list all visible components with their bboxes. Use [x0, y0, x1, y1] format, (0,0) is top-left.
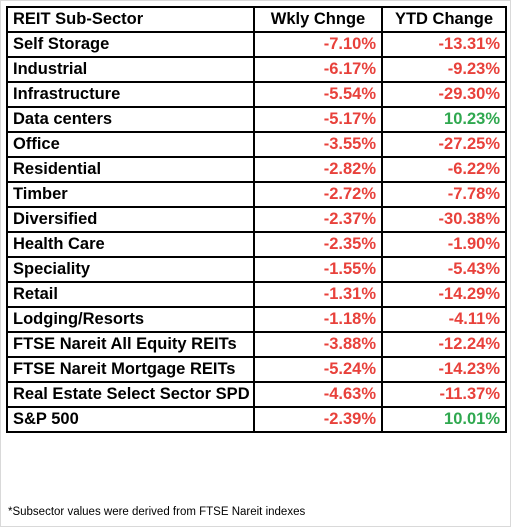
- sector-name: FTSE Nareit Mortgage REITs: [6, 356, 255, 383]
- table-row: Lodging/Resorts -1.18% -4.11%: [6, 306, 507, 333]
- ytd-change-value: -12.24%: [381, 331, 507, 358]
- weekly-change-value: -2.37%: [253, 206, 383, 233]
- ytd-change-value: -7.78%: [381, 181, 507, 208]
- table-body: Self Storage -7.10% -13.31% Industrial -6.17…: [6, 31, 507, 433]
- table-row: Real Estate Select Sector SPD -4.63% -11.3…: [6, 381, 507, 408]
- weekly-change-value: -2.72%: [253, 181, 383, 208]
- weekly-change-value: -2.35%: [253, 231, 383, 258]
- header-weekly-change: Wkly Chnge: [253, 6, 383, 33]
- sector-name: Industrial: [6, 56, 255, 83]
- sector-name: Lodging/Resorts: [6, 306, 255, 333]
- weekly-change-value: -5.17%: [253, 106, 383, 133]
- table-row: Data centers -5.17% 10.23%: [6, 106, 507, 133]
- table-row: Diversified -2.37% -30.38%: [6, 206, 507, 233]
- table-row: Retail -1.31% -14.29%: [6, 281, 507, 308]
- ytd-change-value: -14.29%: [381, 281, 507, 308]
- weekly-change-value: -1.18%: [253, 306, 383, 333]
- sector-name: Data centers: [6, 106, 255, 133]
- header-sector: REIT Sub-Sector: [6, 6, 255, 33]
- ytd-change-value: 10.01%: [381, 406, 507, 433]
- sector-name: Speciality: [6, 256, 255, 283]
- header-row: REIT Sub-Sector Wkly Chnge YTD Change: [6, 6, 507, 33]
- weekly-change-value: -7.10%: [253, 31, 383, 58]
- weekly-change-value: -2.82%: [253, 156, 383, 183]
- sector-name: Timber: [6, 181, 255, 208]
- ytd-change-value: -6.22%: [381, 156, 507, 183]
- table-row: Infrastructure -5.54% -29.30%: [6, 81, 507, 108]
- weekly-change-value: -3.55%: [253, 131, 383, 158]
- ytd-change-value: -30.38%: [381, 206, 507, 233]
- weekly-change-value: -4.63%: [253, 381, 383, 408]
- table-row: Speciality -1.55% -5.43%: [6, 256, 507, 283]
- weekly-change-value: -2.39%: [253, 406, 383, 433]
- sector-name: Retail: [6, 281, 255, 308]
- ytd-change-value: -4.11%: [381, 306, 507, 333]
- sector-name: Real Estate Select Sector SPD: [6, 381, 255, 408]
- table-row: FTSE Nareit Mortgage REITs -5.24% -14.23%: [6, 356, 507, 383]
- table-row: Health Care -2.35% -1.90%: [6, 231, 507, 258]
- table-row: Office -3.55% -27.25%: [6, 131, 507, 158]
- table-row: S&P 500 -2.39% 10.01%: [6, 406, 507, 433]
- ytd-change-value: 10.23%: [381, 106, 507, 133]
- ytd-change-value: -29.30%: [381, 81, 507, 108]
- footnote: *Subsector values were derived from FTSE…: [8, 506, 306, 518]
- weekly-change-value: -1.31%: [253, 281, 383, 308]
- table-row: Residential -2.82% -6.22%: [6, 156, 507, 183]
- table-row: Industrial -6.17% -9.23%: [6, 56, 507, 83]
- sector-name: Infrastructure: [6, 81, 255, 108]
- weekly-change-value: -6.17%: [253, 56, 383, 83]
- reit-performance-table: REIT Sub-Sector Wkly Chnge YTD Change Se…: [6, 6, 507, 433]
- weekly-change-value: -5.54%: [253, 81, 383, 108]
- ytd-change-value: -13.31%: [381, 31, 507, 58]
- sector-name: S&P 500: [6, 406, 255, 433]
- table-row: Self Storage -7.10% -13.31%: [6, 31, 507, 58]
- ytd-change-value: -5.43%: [381, 256, 507, 283]
- ytd-change-value: -27.25%: [381, 131, 507, 158]
- ytd-change-value: -14.23%: [381, 356, 507, 383]
- ytd-change-value: -1.90%: [381, 231, 507, 258]
- ytd-change-value: -11.37%: [381, 381, 507, 408]
- sector-name: Diversified: [6, 206, 255, 233]
- table-row: FTSE Nareit All Equity REITs -3.88% -12.24…: [6, 331, 507, 358]
- sector-name: Residential: [6, 156, 255, 183]
- header-ytd-change: YTD Change: [381, 6, 507, 33]
- sector-name: Self Storage: [6, 31, 255, 58]
- sector-name: Health Care: [6, 231, 255, 258]
- table-row: Timber -2.72% -7.78%: [6, 181, 507, 208]
- sector-name: FTSE Nareit All Equity REITs: [6, 331, 255, 358]
- weekly-change-value: -3.88%: [253, 331, 383, 358]
- ytd-change-value: -9.23%: [381, 56, 507, 83]
- weekly-change-value: -5.24%: [253, 356, 383, 383]
- sector-name: Office: [6, 131, 255, 158]
- weekly-change-value: -1.55%: [253, 256, 383, 283]
